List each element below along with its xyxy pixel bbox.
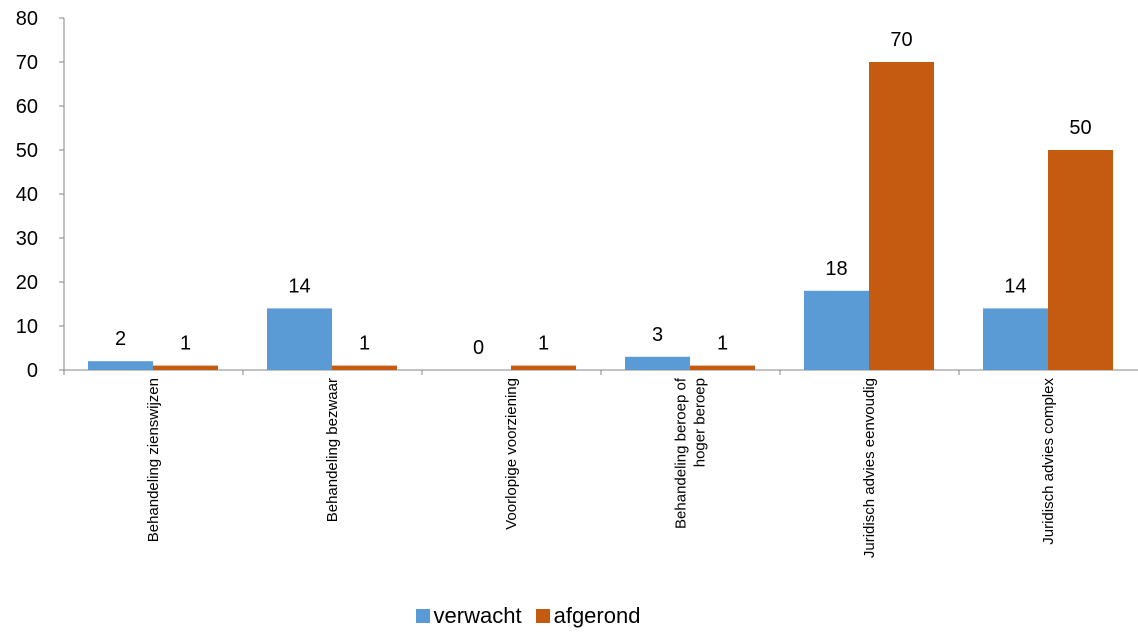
data-label-verwacht: 3 [652, 324, 663, 346]
y-tick-label: 80 [16, 8, 38, 30]
data-label-verwacht: 2 [115, 328, 126, 350]
data-label-afgerond: 1 [538, 333, 549, 355]
y-tick-label: 60 [16, 96, 38, 118]
category-label: Behandeling zienswijzen [145, 378, 162, 542]
data-label-verwacht: 18 [825, 258, 847, 280]
category-label-line: Juridisch advies eenvoudig [861, 378, 878, 558]
y-tick-label: 50 [16, 140, 38, 162]
data-label-afgerond: 1 [180, 333, 191, 355]
data-label-afgerond: 70 [890, 29, 912, 51]
y-tick-label: 30 [16, 228, 38, 250]
y-tick-label: 40 [16, 184, 38, 206]
data-label-afgerond: 1 [717, 333, 728, 355]
legend-swatch-verwacht [415, 609, 430, 623]
bar-afgerond [869, 62, 934, 370]
data-labels-group: 2 1 14 1 0 1 3 1 18 70 14 50 [115, 29, 1092, 359]
bar-afgerond [332, 365, 397, 370]
legend: verwacht afgerond [0, 603, 1056, 629]
category-label-line: hoger beroep [692, 378, 709, 467]
bars-group [63, 62, 1113, 375]
bar-verwacht [88, 361, 153, 370]
bar-afgerond [153, 365, 218, 370]
data-label-afgerond: 50 [1069, 117, 1091, 139]
bar-verwacht [983, 308, 1048, 370]
data-label-verwacht: 0 [473, 337, 484, 359]
y-tick-label: 20 [16, 272, 38, 294]
bar-verwacht [267, 308, 332, 370]
category-label: Voorlopige voorziening [503, 378, 520, 530]
bar-afgerond [1048, 150, 1113, 370]
category-label: Behandeling beroep of hoger beroep [673, 377, 709, 529]
category-label-line: Juridisch advies complex [1040, 378, 1057, 545]
legend-item-afgerond: afgerond [535, 603, 641, 629]
category-label-line: Behandeling bezwaar [324, 378, 341, 522]
bar-afgerond [511, 365, 576, 370]
y-tick-label: 0 [27, 360, 38, 382]
data-label-afgerond: 1 [359, 333, 370, 355]
bar-afgerond [690, 365, 755, 370]
category-label: Juridisch advies eenvoudig [861, 378, 878, 558]
data-label-verwacht: 14 [1004, 275, 1026, 297]
legend-item-verwacht: verwacht [415, 603, 522, 629]
y-tick-label: 10 [16, 316, 38, 338]
legend-label-afgerond: afgerond [553, 603, 641, 628]
category-label-line: Behandeling zienswijzen [145, 378, 162, 542]
category-label: Behandeling bezwaar [324, 378, 341, 522]
category-labels-group: Behandeling zienswijzen Behandeling bezwa… [145, 377, 1057, 558]
category-label-line: Voorlopige voorziening [503, 378, 520, 530]
bar-verwacht [625, 356, 690, 370]
legend-label-verwacht: verwacht [433, 603, 522, 628]
category-label: Juridisch advies complex [1040, 378, 1057, 545]
y-tick-label: 70 [16, 52, 38, 74]
data-label-verwacht: 14 [288, 275, 310, 297]
legend-swatch-afgerond [535, 609, 550, 623]
bar-verwacht [804, 290, 869, 370]
category-label-line: Behandeling beroep of [673, 377, 690, 529]
